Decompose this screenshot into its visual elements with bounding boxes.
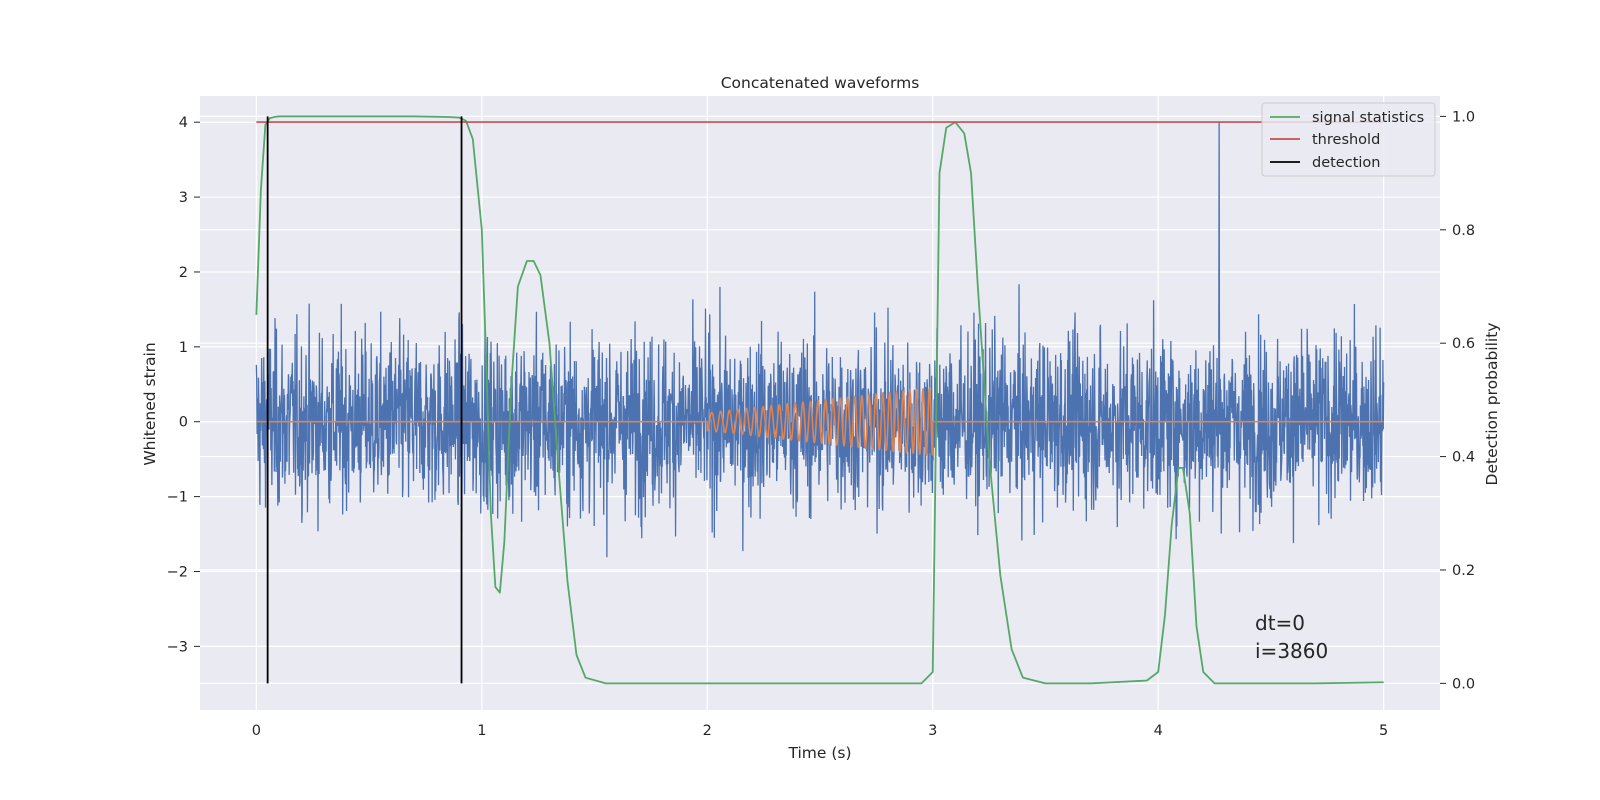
y-right-tick-label: 0.6 bbox=[1452, 336, 1475, 352]
x-tick-label: 4 bbox=[1154, 723, 1163, 739]
legend: signal statistics threshold detection bbox=[1261, 102, 1436, 177]
signal-statistics-line bbox=[255, 115, 1384, 685]
y-right-tick-label: 0.2 bbox=[1452, 563, 1475, 579]
x-tick-label: 1 bbox=[477, 723, 486, 739]
x-tick-label: 2 bbox=[703, 723, 712, 739]
legend-box bbox=[1261, 102, 1436, 177]
injected-waveform-line bbox=[256, 386, 1384, 457]
chart-title: Concatenated waveforms bbox=[721, 74, 920, 92]
y-left-tick-label: −2 bbox=[167, 564, 188, 580]
annotation-i: i=3860 bbox=[1255, 639, 1328, 663]
y-left-axis-ticks: −3 −2 −1 0 1 2 3 4 bbox=[167, 115, 200, 655]
y-right-tick-label: 1.0 bbox=[1452, 109, 1475, 125]
legend-label-threshold: threshold bbox=[1312, 132, 1380, 148]
x-axis-ticks: 0 1 2 3 4 5 bbox=[252, 723, 1389, 739]
y-right-tick-label: 0.0 bbox=[1452, 676, 1475, 692]
y-right-axis-ticks: 0.0 0.2 0.4 0.6 0.8 1.0 bbox=[1440, 109, 1475, 692]
y-left-tick-label: −1 bbox=[167, 490, 188, 506]
x-axis-label: Time (s) bbox=[787, 744, 851, 762]
injected-waveform-series bbox=[256, 386, 1384, 457]
x-tick-label: 3 bbox=[928, 723, 937, 739]
y-left-tick-label: 4 bbox=[179, 115, 188, 131]
y-left-tick-label: 1 bbox=[179, 340, 188, 356]
signal-statistics-series bbox=[255, 115, 1384, 685]
detection-series bbox=[266, 116, 463, 684]
annotation-dt: dt=0 bbox=[1255, 611, 1305, 635]
x-tick-label: 0 bbox=[252, 723, 261, 739]
y-right-tick-label: 0.8 bbox=[1452, 223, 1475, 239]
x-tick-label: 5 bbox=[1379, 723, 1388, 739]
y-left-tick-label: −3 bbox=[167, 639, 188, 655]
legend-label-detection: detection bbox=[1312, 155, 1380, 171]
y-left-tick-label: 2 bbox=[179, 265, 188, 281]
y-left-tick-label: 0 bbox=[179, 415, 188, 431]
y-right-axis-label: Detection probability bbox=[1483, 323, 1501, 486]
y-left-axis-label: Whitened strain bbox=[141, 342, 159, 465]
y-right-tick-label: 0.4 bbox=[1452, 450, 1475, 466]
legend-label-signal-statistics: signal statistics bbox=[1312, 110, 1424, 126]
y-left-tick-label: 3 bbox=[179, 190, 188, 206]
